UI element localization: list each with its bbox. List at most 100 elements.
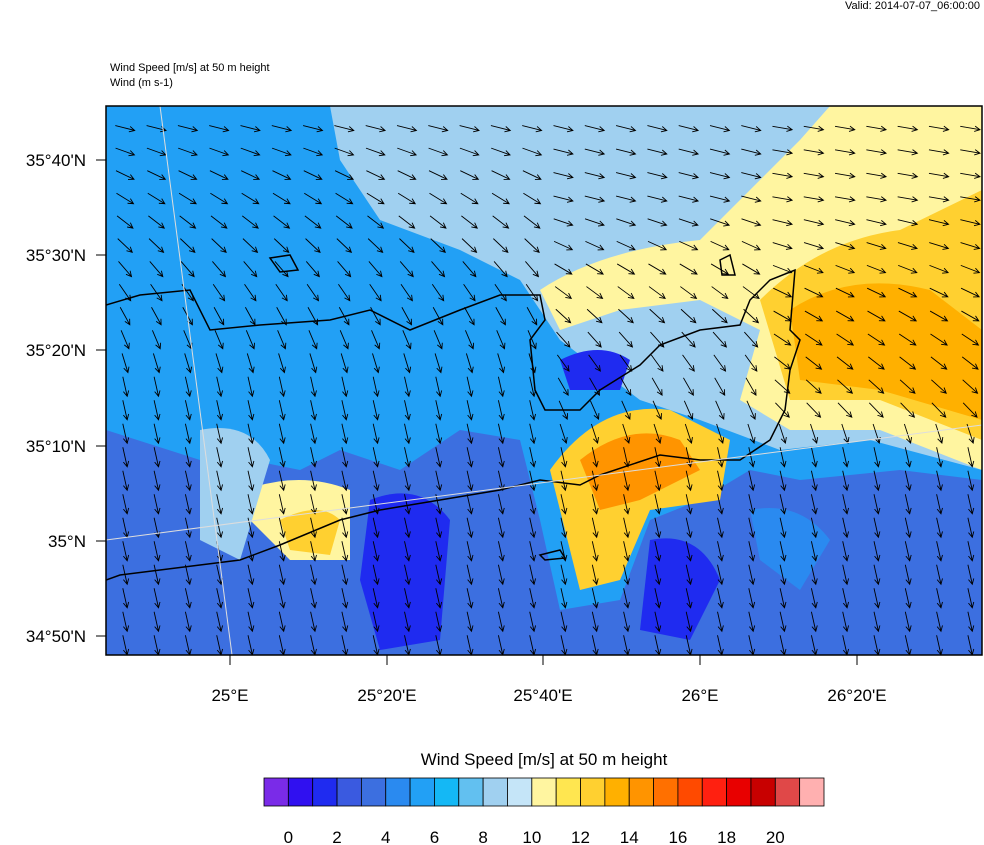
wind-arrow xyxy=(310,400,317,421)
wind-arrow xyxy=(372,564,380,586)
wind-arrows xyxy=(115,125,981,679)
wind-arrow xyxy=(153,470,161,492)
wind-arrow xyxy=(591,611,599,633)
wind-arrow xyxy=(937,659,943,679)
wind-arrow xyxy=(745,377,757,397)
wind-arrow xyxy=(773,310,792,322)
wind-arrow xyxy=(590,423,599,444)
wind-arrow xyxy=(335,215,353,229)
wind-arrow xyxy=(961,310,980,322)
wind-arrow xyxy=(842,517,850,539)
wind-arrow xyxy=(591,541,599,562)
wind-arrow xyxy=(685,588,693,609)
wind-arrow xyxy=(810,541,818,562)
wind-arrow xyxy=(742,286,760,300)
wind-arrow xyxy=(778,423,787,444)
valid-time: Valid: 2014-07-07_06:00:00 xyxy=(845,0,980,12)
wind-arrow xyxy=(967,470,975,492)
wind-arrow xyxy=(210,215,228,229)
wind-arrow xyxy=(115,147,136,157)
wind-arrow xyxy=(647,218,668,227)
wind-arrow xyxy=(654,611,662,633)
wind-arrow xyxy=(835,264,856,274)
wind-arrow xyxy=(428,147,449,157)
wind-arrow xyxy=(341,494,349,515)
colorbar-box xyxy=(336,777,362,807)
wind-arrow xyxy=(717,447,724,468)
wind-arrow xyxy=(247,400,255,421)
wind-arrow xyxy=(866,242,887,250)
wind-arrow xyxy=(685,470,693,492)
wind-arrow xyxy=(960,125,981,132)
wind-arrow xyxy=(278,517,286,539)
wind-arrow xyxy=(216,588,224,609)
wind-arrow xyxy=(429,192,448,205)
wind-arrow xyxy=(741,195,762,203)
wind-arrow xyxy=(936,447,943,468)
wind-arrow xyxy=(717,564,724,586)
wind-arrow xyxy=(334,125,355,133)
wind-arrow xyxy=(240,170,261,180)
wind-arrow xyxy=(774,356,791,370)
wind-arrow xyxy=(241,192,260,205)
wind-arrow xyxy=(591,564,599,586)
wind-arrow xyxy=(585,263,604,275)
wind-arrow xyxy=(584,195,606,203)
wind-arrow xyxy=(898,287,918,298)
wind-arrow xyxy=(748,470,756,492)
wind-arrow xyxy=(712,308,728,324)
wind-arrow xyxy=(178,192,197,205)
wind-arrow xyxy=(529,588,537,609)
wind-arrow xyxy=(650,354,664,372)
wind-arrow xyxy=(931,379,947,394)
wind-arrow xyxy=(497,447,505,468)
wind-arrow xyxy=(779,470,787,492)
wind-arrow xyxy=(967,564,975,586)
wind-arrow xyxy=(962,402,978,418)
wind-arrow xyxy=(904,517,912,539)
wind-arrow xyxy=(369,284,382,302)
colorbar-label: 14 xyxy=(620,828,639,845)
wind-arrow xyxy=(559,423,568,444)
wind-arrow xyxy=(623,564,630,586)
wind-arrow xyxy=(147,192,166,205)
wind-arrow xyxy=(904,541,912,562)
colorbar-box xyxy=(507,777,533,807)
wind-arrow xyxy=(273,215,291,229)
wind-arrow xyxy=(960,264,981,274)
wind-arrow xyxy=(647,125,668,133)
wind-arrow xyxy=(494,284,507,302)
wind-arrow xyxy=(842,470,850,492)
wind-arrow xyxy=(967,541,975,562)
colorbar-box xyxy=(287,777,314,807)
wind-arrow xyxy=(397,170,417,180)
wind-arrow xyxy=(247,541,255,562)
wind-arrow xyxy=(371,330,381,350)
wind-arrow xyxy=(209,125,230,133)
wind-arrow xyxy=(122,447,130,468)
wind-arrow xyxy=(337,261,352,278)
wind-arrow xyxy=(310,588,317,609)
wind-arrow xyxy=(185,659,191,679)
wind-arrow xyxy=(779,494,787,515)
wind-arrow xyxy=(370,307,381,326)
wind-arrow xyxy=(685,611,693,633)
wind-arrow xyxy=(804,310,824,322)
wind-arrow xyxy=(873,541,881,562)
wind-arrow xyxy=(247,564,255,586)
wind-arrow xyxy=(561,659,567,679)
wind-arrow xyxy=(278,423,286,445)
wind-arrow xyxy=(584,148,606,156)
wind-arrow xyxy=(529,470,537,492)
wind-arrow xyxy=(278,447,286,468)
wind-arrow xyxy=(810,423,819,444)
wind-arrow xyxy=(247,376,255,398)
wind-arrow xyxy=(616,218,637,227)
wind-arrow xyxy=(365,147,386,157)
wind-arrow xyxy=(241,215,259,229)
wind-arrow xyxy=(216,470,224,492)
wind-arrow xyxy=(151,307,162,326)
wind-arrow xyxy=(648,263,667,275)
wind-arrow xyxy=(873,494,881,515)
wind-arrow xyxy=(589,377,600,397)
